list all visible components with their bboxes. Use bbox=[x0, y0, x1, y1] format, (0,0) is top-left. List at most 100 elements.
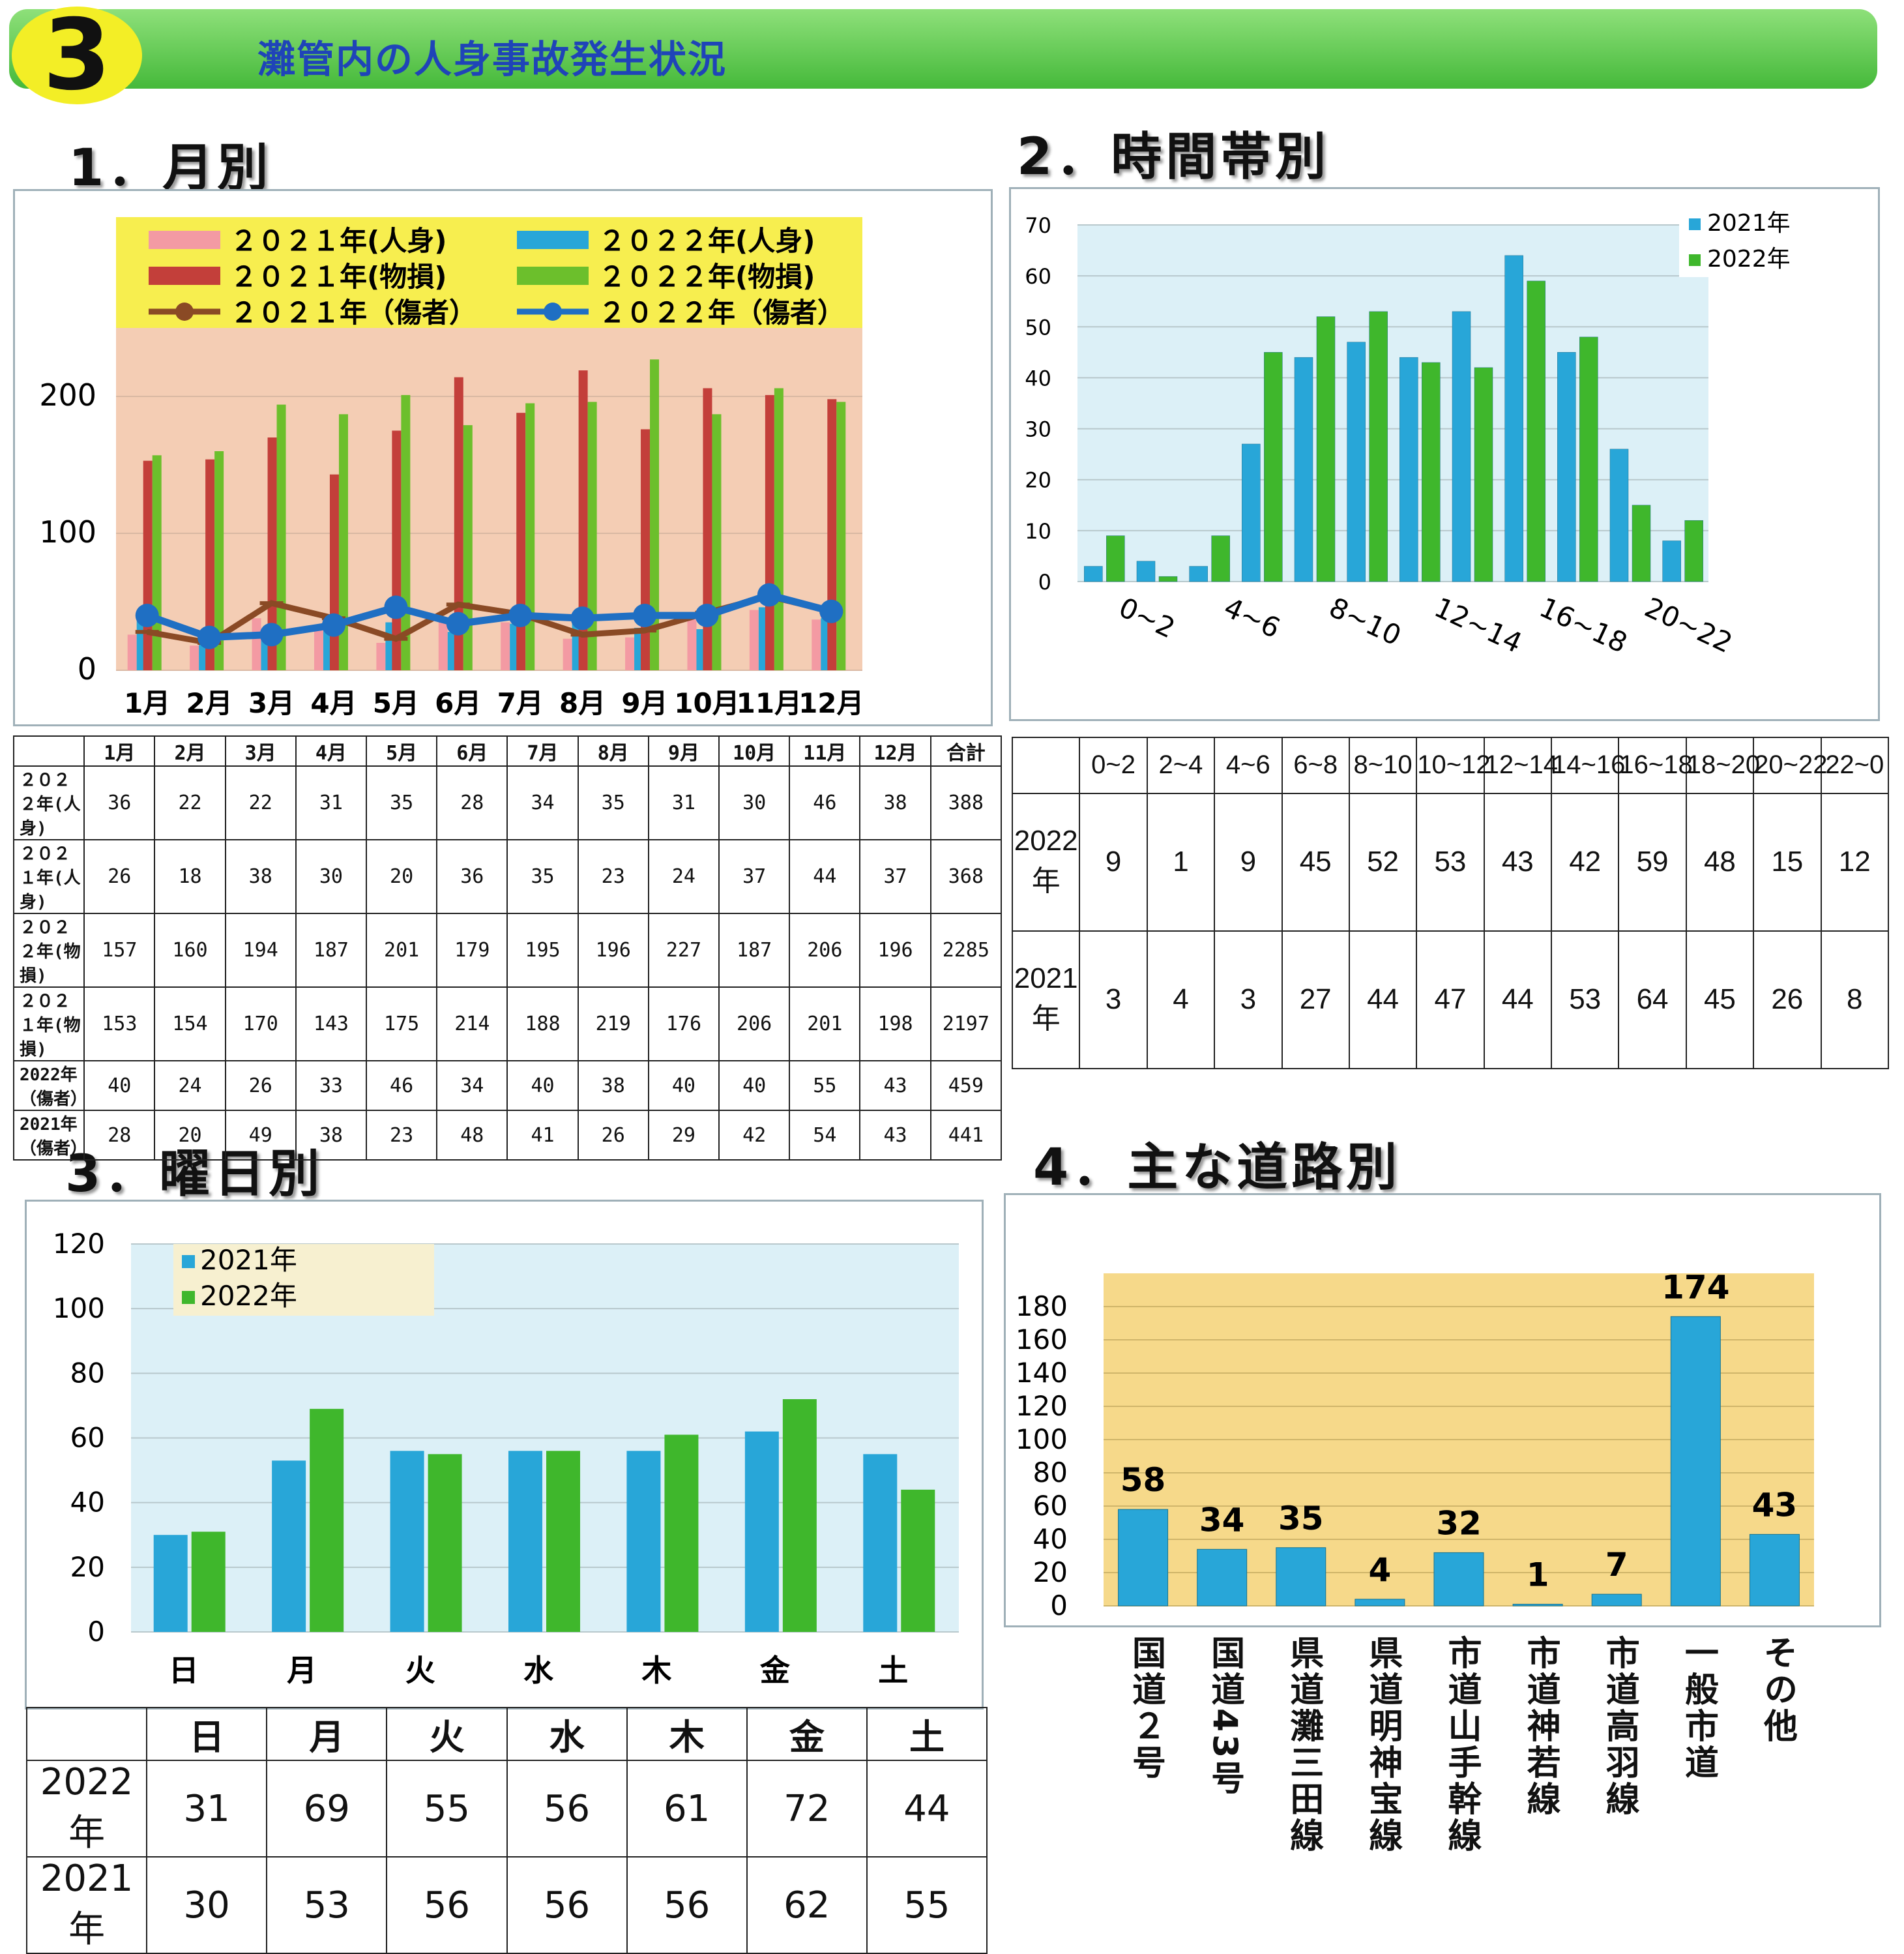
legend-label: 2021年 bbox=[200, 1244, 297, 1276]
y-tick-label: 0 bbox=[1038, 570, 1051, 595]
bar bbox=[428, 1454, 462, 1632]
monthly-title: 1．月別 bbox=[68, 139, 272, 198]
table-cell: 44 bbox=[789, 839, 861, 914]
y-tick-label: 140 bbox=[1016, 1357, 1068, 1389]
road-title: 4．主な道路別 bbox=[1033, 1138, 1401, 1197]
table-cell: 206 bbox=[789, 913, 861, 988]
table-cell: 42 bbox=[1550, 792, 1620, 932]
bar bbox=[1276, 1547, 1326, 1606]
row-label: 2022年 bbox=[1011, 792, 1081, 932]
table-header-cell bbox=[25, 1707, 148, 1761]
table-cell: 26 bbox=[83, 839, 156, 914]
table-row: 2021年 3 4 3 27 44 47 44 53 64 45 26 8 bbox=[1011, 930, 1889, 1070]
bar bbox=[463, 425, 473, 670]
bar bbox=[1512, 1603, 1563, 1606]
x-tick-label: 4月 bbox=[310, 687, 357, 719]
table-row: 2021年 30 53 56 56 56 62 55 bbox=[25, 1856, 988, 1954]
y-tick-label: 60 bbox=[1025, 264, 1051, 289]
table-cell: 201 bbox=[789, 986, 861, 1061]
x-tick-label: 8~10 bbox=[1325, 591, 1406, 652]
legend-label: ２０２２年（傷者） bbox=[598, 297, 845, 329]
table-cell: 170 bbox=[224, 986, 297, 1061]
y-tick-label: 40 bbox=[70, 1487, 105, 1518]
table-row: 2022年 31 69 55 56 61 72 44 bbox=[25, 1760, 988, 1858]
y-tick-label: 50 bbox=[1025, 315, 1051, 340]
x-tick-label: 5月 bbox=[373, 687, 419, 719]
legend-swatch bbox=[1689, 254, 1701, 266]
bar bbox=[1355, 1599, 1405, 1606]
timeband-table: 0~2 2~4 4~6 6~8 8~10 10~12 12~14 14~16 16~18 18~2… bbox=[1011, 737, 1889, 1070]
y-tick-label: 20 bbox=[1025, 468, 1051, 493]
bar bbox=[1118, 1509, 1169, 1606]
table-cell: 56 bbox=[626, 1856, 748, 1954]
table-header-row: 0~2 2~4 4~6 6~8 8~10 10~12 12~14 14~16 16~18 18~2… bbox=[1011, 737, 1889, 794]
y-tick-label: 200 bbox=[39, 377, 96, 413]
bar bbox=[508, 1451, 542, 1632]
row-label: 2021年 bbox=[25, 1856, 148, 1954]
bar bbox=[578, 370, 588, 670]
road-category-label: 市道高羽線 bbox=[1600, 1635, 1639, 1818]
table-header-cell bbox=[12, 735, 85, 767]
table-cell: 15 bbox=[1753, 792, 1822, 932]
bar bbox=[1211, 535, 1230, 582]
bar bbox=[827, 399, 837, 670]
bar bbox=[314, 629, 323, 670]
table-cell: 43 bbox=[1483, 792, 1553, 932]
table-cell: 30 bbox=[718, 765, 791, 840]
table-cell: 53 bbox=[1416, 792, 1485, 932]
x-tick-label: 12~14 bbox=[1429, 591, 1527, 659]
table-header-cell bbox=[1011, 737, 1081, 794]
data-label: 174 bbox=[1662, 1268, 1729, 1306]
plot-area bbox=[1077, 225, 1708, 582]
table-cell: 196 bbox=[859, 913, 931, 988]
table-row: 2022年（傷者） 40 24 26 33 46 34 40 38 40 40 55 43 459 bbox=[12, 1060, 1003, 1111]
bar bbox=[626, 1451, 661, 1632]
table-cell: 3 bbox=[1079, 930, 1148, 1070]
table-header-cell: 合計 bbox=[930, 735, 1003, 767]
table-cell: 69 bbox=[266, 1760, 388, 1858]
legend-swatch bbox=[149, 267, 220, 285]
x-tick-label: 20~22 bbox=[1640, 591, 1737, 659]
table-cell: 33 bbox=[295, 1060, 368, 1111]
table-cell: 441 bbox=[930, 1110, 1003, 1161]
legend-box bbox=[173, 1244, 434, 1316]
table-cell: 55 bbox=[866, 1856, 988, 1954]
x-tick-label: 11月 bbox=[737, 687, 802, 719]
legend-swatch bbox=[1689, 218, 1701, 230]
table-cell: 24 bbox=[154, 1060, 226, 1111]
bar bbox=[153, 1535, 188, 1632]
table-cell: 27 bbox=[1281, 930, 1350, 1070]
table-cell: 47 bbox=[1416, 930, 1485, 1070]
table-cell: 40 bbox=[506, 1060, 579, 1111]
legend-box bbox=[1679, 205, 1829, 277]
table-header-cell: 12~14 bbox=[1483, 737, 1558, 794]
bar bbox=[1136, 561, 1156, 582]
bar bbox=[901, 1489, 935, 1632]
table-cell: 53 bbox=[266, 1856, 388, 1954]
table-cell: 368 bbox=[930, 839, 1003, 914]
legend-marker bbox=[544, 303, 562, 321]
bar bbox=[836, 402, 846, 670]
bar bbox=[267, 437, 277, 670]
row-label: ２０２２年(物損) bbox=[12, 913, 85, 988]
table-header-cell: 金 bbox=[746, 1707, 868, 1761]
table-cell: 49 bbox=[224, 1110, 297, 1161]
y-tick-label: 100 bbox=[1016, 1423, 1068, 1455]
road-category-label: 一般市道 bbox=[1678, 1635, 1718, 1781]
x-tick-label: 2月 bbox=[186, 687, 233, 719]
marker bbox=[757, 583, 781, 607]
y-tick-label: 60 bbox=[1033, 1490, 1068, 1522]
marker bbox=[819, 599, 843, 623]
y-tick-label: 40 bbox=[1025, 366, 1051, 391]
table-cell: 2285 bbox=[930, 913, 1003, 988]
legend-swatch bbox=[182, 1291, 195, 1304]
table-cell: 30 bbox=[295, 839, 368, 914]
table-cell: 55 bbox=[386, 1760, 508, 1858]
table-cell: 30 bbox=[146, 1856, 268, 1954]
y-tick-label: 80 bbox=[70, 1357, 105, 1389]
bar bbox=[252, 618, 261, 670]
table-cell: 48 bbox=[1685, 792, 1755, 932]
road-category-label: 市道山手幹線 bbox=[1442, 1635, 1481, 1854]
data-label: 1 bbox=[1527, 1556, 1549, 1593]
bar bbox=[501, 622, 510, 670]
